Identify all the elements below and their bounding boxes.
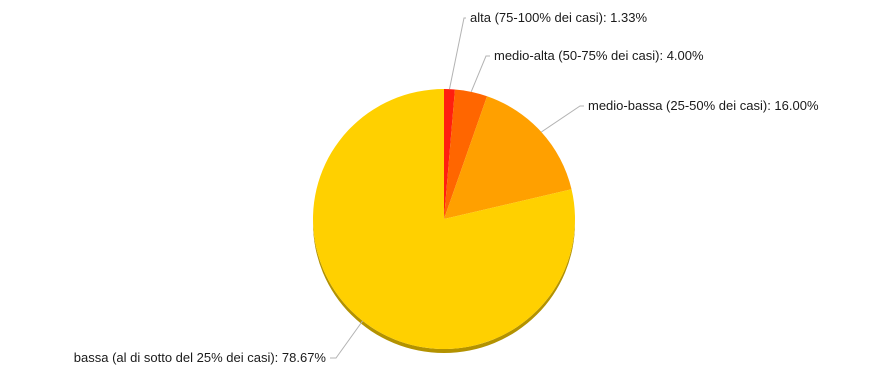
leader-line-2 [541, 105, 584, 133]
slice-label-1: medio-alta (50-75% dei casi): 4.00% [494, 48, 704, 63]
leader-line-1 [470, 55, 490, 93]
slice-label-2: medio-bassa (25-50% dei casi): 16.00% [588, 98, 819, 113]
slice-label-0: alta (75-100% dei casi): 1.33% [470, 10, 647, 25]
pie-slice-1 [444, 89, 488, 220]
pie-slice-3 [313, 89, 575, 350]
pie-slice-2 [444, 96, 572, 219]
label-leaders [330, 17, 584, 359]
pie-slice-0 [444, 89, 455, 219]
slice-label-3: bassa (al di sotto del 25% dei casi): 78… [74, 350, 327, 365]
slice-labels: alta (75-100% dei casi): 1.33% medio-alta… [74, 10, 819, 365]
leader-line-0 [448, 17, 466, 90]
pie-slices [313, 89, 575, 353]
leader-line-3 [330, 320, 364, 359]
